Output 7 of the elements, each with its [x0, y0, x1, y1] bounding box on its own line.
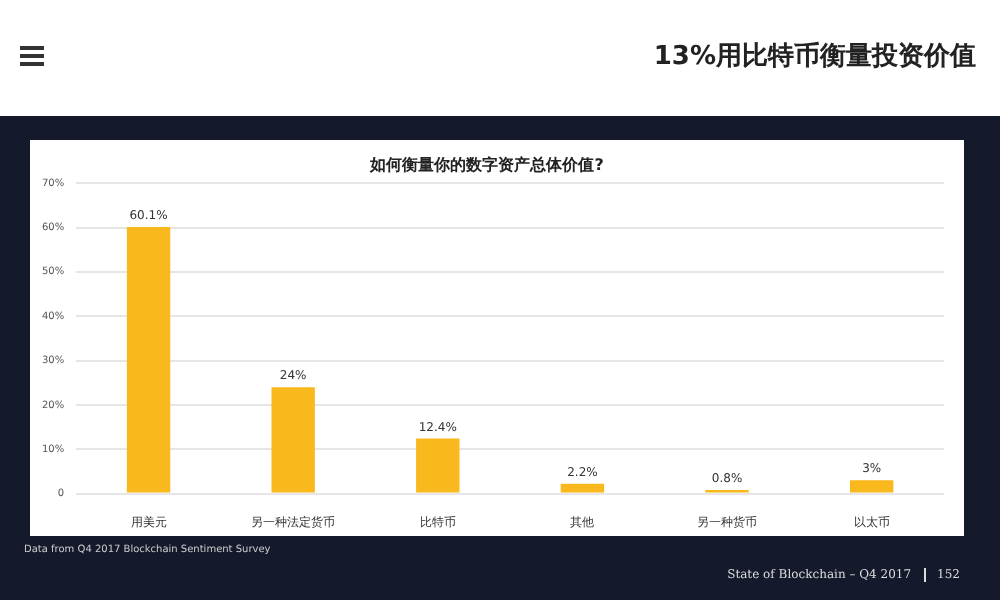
bar	[849, 480, 894, 493]
chart-title: 如何衡量你的数字资产总体价值?	[368, 153, 605, 174]
text: 13%用比特币衡量投资价值	[653, 39, 976, 74]
bar	[271, 387, 315, 493]
bar	[126, 227, 171, 493]
bar	[560, 483, 605, 493]
bar	[416, 438, 460, 493]
